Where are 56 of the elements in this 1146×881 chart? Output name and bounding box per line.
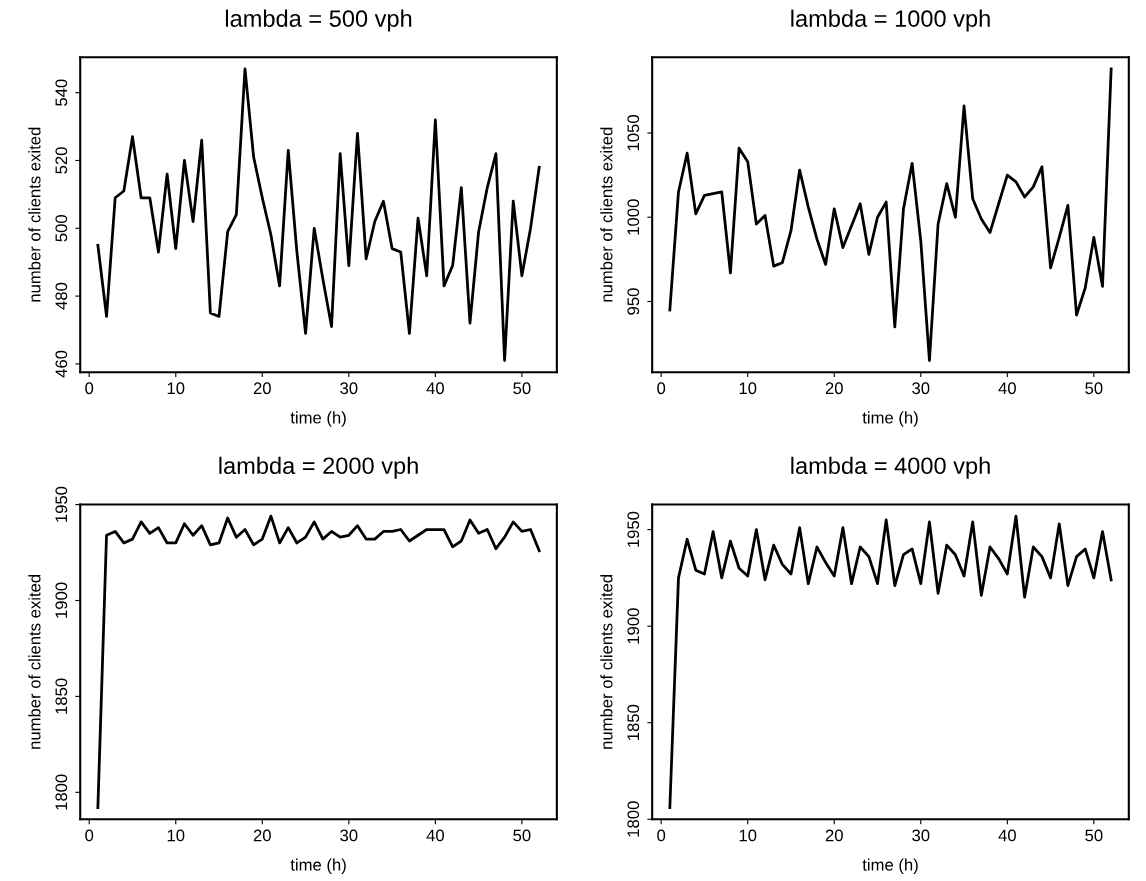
x-tick-label: 0 <box>85 829 94 842</box>
y-tick-label: 500 <box>55 215 68 242</box>
x-tick-label: 40 <box>426 829 444 842</box>
line-series <box>668 514 1113 810</box>
x-tick-label: 40 <box>426 382 444 395</box>
x-tick-label: 30 <box>340 829 358 842</box>
x-axis-title: time (h) <box>290 858 346 875</box>
line-series <box>96 514 541 810</box>
y-tick-label: 480 <box>55 282 68 310</box>
x-tick-label: 50 <box>1085 829 1103 842</box>
x-tick-label: 0 <box>657 829 666 842</box>
x-axis-title: time (h) <box>290 411 346 427</box>
y-tick-label: 1000 <box>627 199 640 235</box>
x-tick-label: 20 <box>825 829 843 842</box>
x-axis-title: time (h) <box>862 858 918 875</box>
x-tick-label: 30 <box>912 382 930 395</box>
chart-title: lambda = 2000 vph <box>219 456 418 479</box>
y-tick-label: 460 <box>55 350 68 378</box>
x-tick-label: 10 <box>167 382 185 395</box>
x-tick-label: 50 <box>1085 382 1103 395</box>
y-tick-label: 1950 <box>627 511 640 547</box>
y-tick-label: 1950 <box>55 486 68 522</box>
x-tick-label: 50 <box>513 829 531 842</box>
y-tick-label: 1050 <box>627 115 640 151</box>
x-tick-label: 30 <box>340 382 358 395</box>
y-axis-title: number of clients exited <box>28 574 41 749</box>
y-tick-label: 1900 <box>627 608 640 644</box>
x-tick-label: 10 <box>739 829 757 842</box>
x-tick-label: 20 <box>825 382 843 395</box>
chart-title: lambda = 1000 vph <box>791 9 990 32</box>
y-tick-label: 520 <box>55 147 68 174</box>
line-series <box>668 67 1113 362</box>
y-axis-title: number of clients exited <box>600 127 613 302</box>
x-axis-title: time (h) <box>862 411 918 427</box>
y-tick-label: 950 <box>627 288 640 315</box>
x-tick-label: 20 <box>253 382 271 395</box>
y-axis-title: number of clients exited <box>28 127 41 302</box>
x-tick-label: 30 <box>912 829 930 842</box>
x-tick-label: 10 <box>739 382 757 395</box>
x-tick-label: 0 <box>85 382 94 395</box>
x-tick-label: 40 <box>998 382 1016 395</box>
x-tick-label: 0 <box>657 382 666 395</box>
y-tick-label: 1800 <box>627 801 640 837</box>
x-tick-label: 10 <box>167 829 185 842</box>
x-tick-label: 50 <box>513 382 531 395</box>
y-axis-title: number of clients exited <box>600 574 613 749</box>
x-tick-label: 40 <box>998 829 1016 842</box>
y-tick-label: 1800 <box>55 774 68 810</box>
line-series <box>96 67 541 362</box>
y-tick-label: 1850 <box>627 704 640 740</box>
chart-title: lambda = 4000 vph <box>791 456 990 479</box>
chart-title: lambda = 500 vph <box>225 9 412 32</box>
y-tick-label: 540 <box>55 79 68 106</box>
x-tick-label: 20 <box>253 829 271 842</box>
y-tick-label: 1900 <box>55 582 68 618</box>
y-tick-label: 1850 <box>55 678 68 714</box>
